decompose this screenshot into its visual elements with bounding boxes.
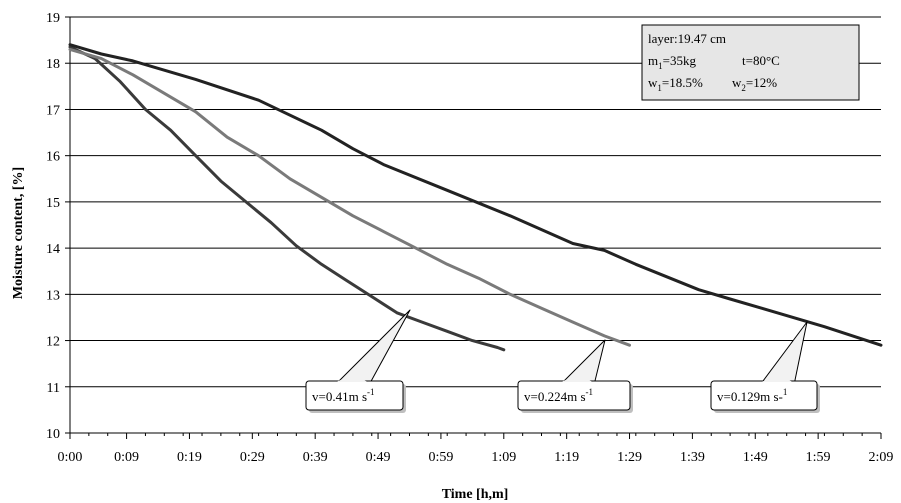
x-tick-label-10: 1:39 [680, 450, 705, 465]
series-line-1 [68, 45, 506, 352]
callout-label-1: v=0.41m s-1 [312, 387, 375, 404]
y-tick-label-14: 14 [46, 242, 60, 257]
callout-join-3 [761, 375, 793, 382]
callout-join-2 [561, 375, 593, 382]
info-mass-sub: 1 [658, 61, 663, 71]
y-tick-label-16: 16 [46, 150, 60, 165]
y-tick-label-10: 10 [46, 427, 60, 442]
info-w1-sub: 1 [657, 83, 662, 93]
series-callouts: v=0.41m s-1 v=0.224m s-1 v=0.129m s-1 [305, 309, 820, 413]
x-tick-labels: 0:00 0:09 0:19 0:29 0:39 0:49 0:59 1:09 1:19 1:29… [58, 450, 894, 465]
info-mass-val: =35kg [663, 53, 697, 68]
info-w1-text: w1=18.5% [648, 75, 703, 93]
callout-label-main-3: v=0.129m s- [717, 389, 783, 404]
y-tick-label-17: 17 [46, 103, 60, 118]
callout-label-main-1: v=0.41m s [312, 389, 367, 404]
y-tick-label-18: 18 [46, 57, 60, 72]
info-w2-sub: 2 [741, 83, 746, 93]
callout-pointer-1 [334, 309, 411, 386]
x-tick-label-9: 1:29 [617, 450, 642, 465]
callout-label-sup-1: -1 [367, 387, 375, 397]
info-layer-text: layer:19.47 cm [648, 31, 726, 46]
x-tick-label-11: 1:49 [743, 450, 768, 465]
info-w2-text: w2=12% [732, 75, 777, 93]
series-line-2 [68, 47, 631, 347]
callout-3: v=0.129m s-1 [710, 321, 820, 413]
x-tick-label-5: 0:49 [366, 450, 391, 465]
callout-1: v=0.41m s-1 [305, 309, 411, 413]
x-tick-label-7: 1:09 [491, 450, 516, 465]
info-w2-var: w [732, 75, 742, 90]
x-tick-label-4: 0:39 [303, 450, 328, 465]
x-tick-label-1: 0:09 [114, 450, 139, 465]
y-tick-label-12: 12 [46, 335, 60, 350]
y-tick-labels: 10 11 12 13 14 15 16 17 18 19 [46, 11, 60, 442]
callout-label-main-2: v=0.224m s [524, 389, 586, 404]
x-tick-label-6: 0:59 [428, 450, 453, 465]
series-lines [68, 43, 883, 352]
callout-join-1 [336, 375, 368, 382]
info-mass-text: m1=35kg [648, 53, 696, 71]
info-mass-var: m [648, 53, 658, 68]
x-tick-label-0: 0:00 [58, 450, 83, 465]
callout-label-sup-3: 1 [783, 387, 788, 397]
x-axis-title: Time [h,m] [442, 487, 509, 502]
axes [65, 16, 882, 439]
callout-pointer-3 [759, 321, 808, 386]
y-tick-label-13: 13 [46, 288, 60, 303]
info-box: layer:19.47 cm m1=35kg t=80°C w1=18.5% w… [641, 24, 860, 101]
info-box-frame [641, 24, 860, 101]
series-line-3 [68, 43, 883, 347]
y-tick-label-11: 11 [47, 381, 60, 396]
callout-label-2: v=0.224m s-1 [524, 387, 593, 404]
x-tick-label-12: 1:59 [806, 450, 831, 465]
callout-label-3: v=0.129m s-1 [717, 387, 787, 404]
info-temp-text: t=80°C [742, 53, 780, 68]
x-tick-label-3: 0:29 [240, 450, 265, 465]
x-tick-label-8: 1:19 [554, 450, 579, 465]
y-axis-title: Moisture content, [%] [11, 167, 26, 299]
y-tick-label-19: 19 [46, 11, 60, 26]
callout-label-sup-2: -1 [586, 387, 594, 397]
info-w1-val: =18.5% [662, 75, 703, 90]
x-tick-label-13: 2:09 [869, 450, 894, 465]
info-w2-val: =12% [746, 75, 777, 90]
y-tick-label-15: 15 [46, 196, 60, 211]
info-w1-var: w [648, 75, 658, 90]
x-tick-label-2: 0:19 [177, 450, 202, 465]
callout-2: v=0.224m s-1 [517, 339, 633, 413]
